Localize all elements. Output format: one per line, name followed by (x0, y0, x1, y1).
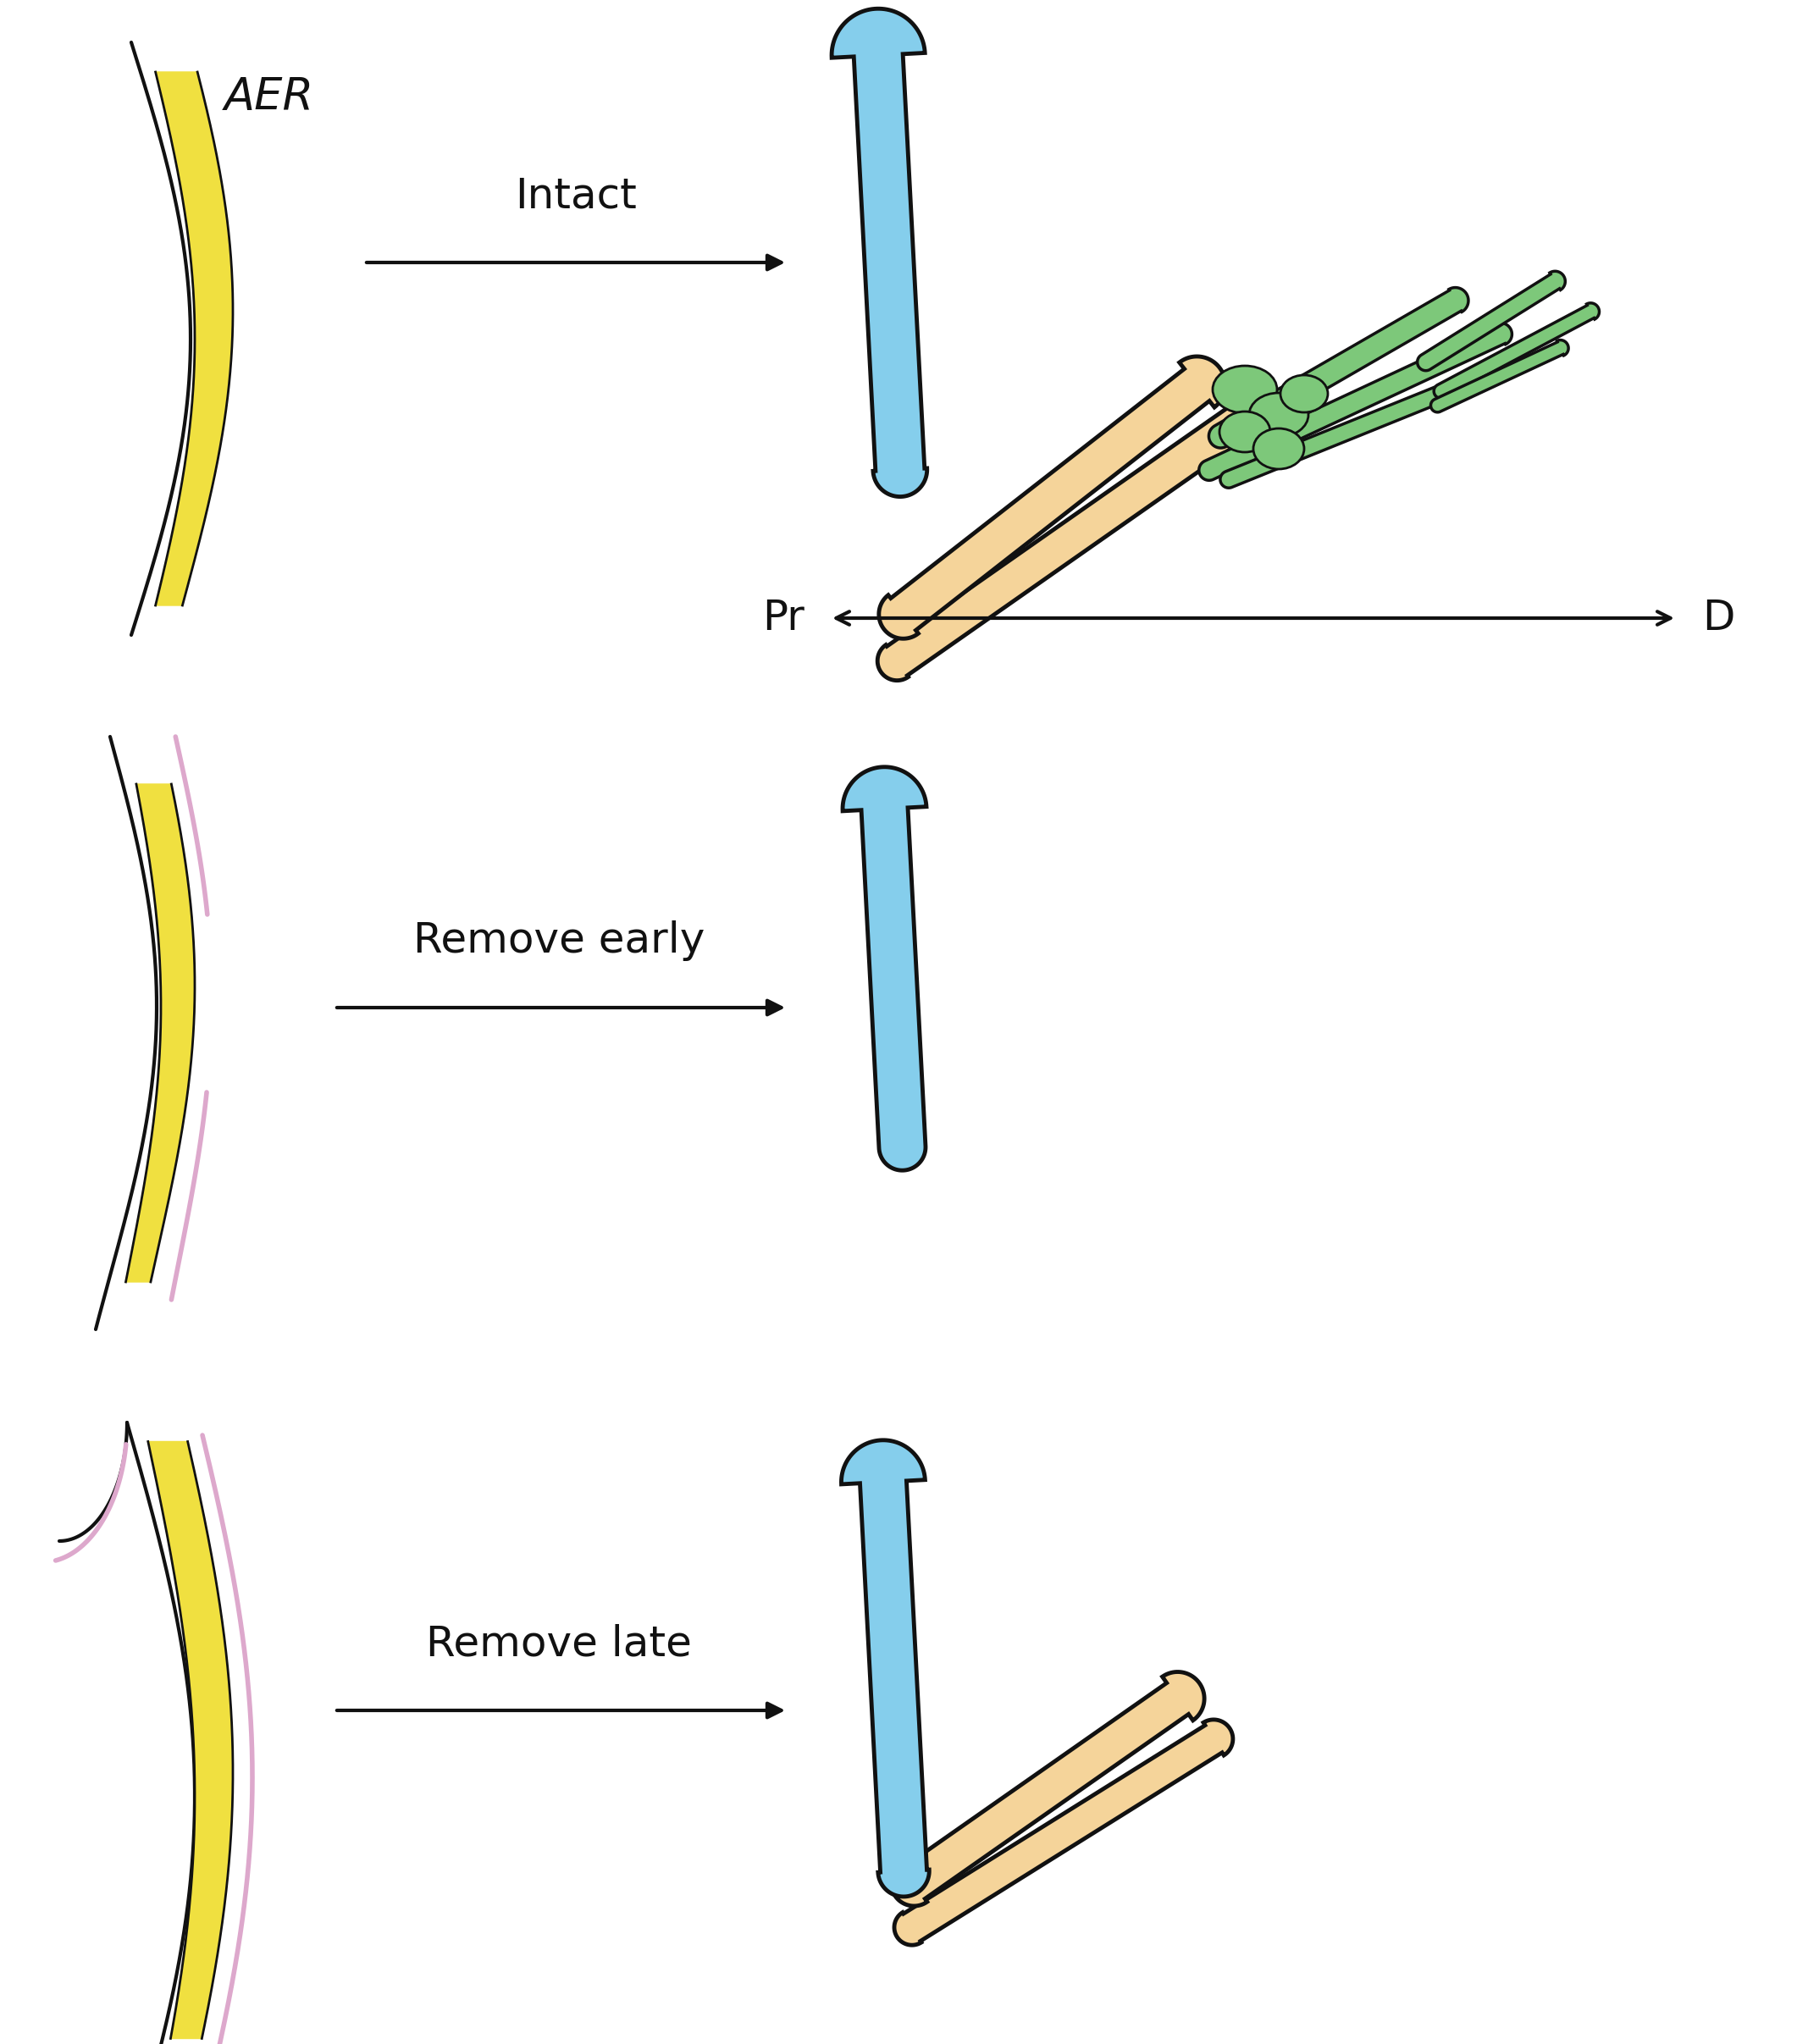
Polygon shape (841, 1441, 929, 1897)
Polygon shape (843, 766, 926, 1171)
Polygon shape (127, 785, 195, 1282)
Text: AER: AER (224, 76, 315, 119)
Polygon shape (877, 401, 1258, 681)
Text: D: D (1701, 597, 1734, 638)
Polygon shape (891, 1672, 1204, 1905)
Polygon shape (1430, 339, 1568, 413)
Polygon shape (879, 356, 1226, 638)
Text: Remove late: Remove late (427, 1623, 692, 1664)
Ellipse shape (1219, 411, 1271, 452)
Text: Intact: Intact (515, 176, 636, 217)
Ellipse shape (1213, 366, 1276, 413)
Polygon shape (832, 8, 928, 497)
Polygon shape (1434, 303, 1600, 399)
Polygon shape (155, 72, 233, 605)
Ellipse shape (1249, 392, 1309, 437)
Text: Remove early: Remove early (412, 920, 705, 961)
Ellipse shape (1253, 429, 1304, 468)
Polygon shape (1210, 288, 1468, 448)
Ellipse shape (1280, 376, 1327, 413)
Polygon shape (1220, 374, 1474, 489)
Polygon shape (1199, 323, 1511, 480)
Polygon shape (895, 1719, 1233, 1946)
Polygon shape (148, 1441, 233, 2038)
Text: Pr: Pr (763, 597, 805, 638)
Polygon shape (1417, 272, 1566, 370)
